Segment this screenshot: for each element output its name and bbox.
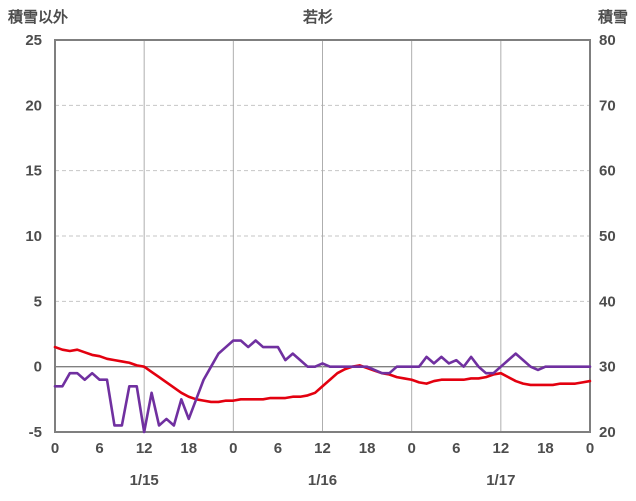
x-axis-tick-label: 18 — [180, 440, 197, 457]
left-axis-tick-label: -5 — [29, 424, 42, 441]
chart-title: 若杉 — [302, 9, 333, 26]
left-axis-tick-label: 25 — [25, 32, 42, 49]
non-snow-series-line — [53, 345, 592, 404]
plot-border — [54, 39, 591, 433]
left-axis-tick-label: 0 — [34, 359, 42, 376]
left-axis-tick-label: 20 — [25, 97, 42, 114]
x-axis-tick-label: 6 — [95, 440, 103, 457]
right-axis-tick-label: 70 — [599, 97, 616, 114]
right-axis-tick-label: 30 — [599, 359, 616, 376]
right-axis-tick-label: 60 — [599, 163, 616, 180]
snow-series-line — [53, 339, 592, 434]
x-axis-tick-label: 12 — [314, 440, 331, 457]
left-axis-tick-label: 5 — [34, 293, 42, 310]
x-axis-day-label: 1/16 — [308, 472, 337, 489]
right-axis-tick-label: 20 — [599, 424, 616, 441]
x-axis-tick-label: 0 — [229, 440, 237, 457]
left-axis-tick-label: 15 — [25, 163, 42, 180]
x-axis-tick-label: 0 — [407, 440, 415, 457]
x-axis-tick-label: 18 — [359, 440, 376, 457]
right-axis-tick-label: 80 — [599, 32, 616, 49]
left-axis-tick-label: 10 — [25, 228, 42, 245]
x-axis-tick-label: 12 — [136, 440, 153, 457]
x-axis-tick-label: 6 — [452, 440, 460, 457]
x-axis-tick-label: 6 — [274, 440, 282, 457]
right-axis-tick-label: 50 — [599, 228, 616, 245]
x-axis-tick-label: 0 — [51, 440, 59, 457]
left-axis-title: 積雪以外 — [8, 9, 69, 26]
right-axis-title: 積雪 — [597, 9, 628, 26]
x-axis-tick-label: 0 — [586, 440, 594, 457]
x-axis-tick-label: 12 — [492, 440, 509, 457]
x-axis-tick-label: 18 — [537, 440, 554, 457]
right-axis-tick-label: 40 — [599, 293, 616, 310]
x-axis-day-label: 1/17 — [486, 472, 515, 489]
x-axis-day-label: 1/15 — [130, 472, 159, 489]
